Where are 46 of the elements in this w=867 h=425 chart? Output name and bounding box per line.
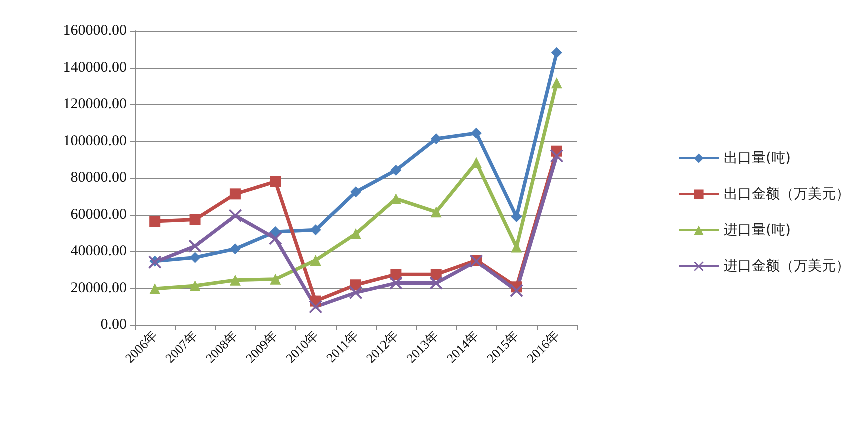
point: [310, 224, 322, 236]
point: [230, 188, 241, 200]
point: [269, 232, 282, 246]
point: [310, 255, 322, 266]
point: [430, 276, 443, 290]
point: [550, 150, 564, 163]
y-tick-label: 60000.00: [70, 206, 127, 223]
point: [350, 286, 362, 300]
point: [188, 240, 202, 253]
y-tick-label: 100000.00: [63, 133, 127, 150]
point: [471, 157, 482, 168]
y-tick-label: 120000.00: [63, 96, 127, 112]
point: [471, 128, 482, 139]
point: [430, 269, 442, 280]
legend-label: 出口金额（万美元）: [724, 186, 850, 202]
point: [430, 134, 442, 145]
x-tick-label: 2011年: [323, 328, 362, 366]
point: [228, 209, 242, 222]
point: [430, 206, 442, 218]
point: [551, 78, 562, 89]
point: [350, 228, 362, 240]
point: [270, 274, 282, 285]
point: [510, 284, 524, 298]
legend-label: 出口量(吨): [724, 150, 791, 166]
y-tick-label: 0.00: [100, 317, 127, 333]
point: [150, 283, 161, 294]
y-tick-label: 140000.00: [63, 60, 127, 76]
point: [150, 216, 161, 228]
y-tick-label: 80000.00: [70, 170, 127, 186]
point: [230, 244, 241, 255]
point: [309, 300, 322, 314]
legend-label: 进口量(吨): [724, 222, 791, 238]
point: [190, 214, 201, 226]
point: [230, 274, 241, 286]
point: [190, 252, 201, 264]
y-tick-label: 20000.00: [70, 280, 127, 296]
point: [390, 164, 402, 176]
y-tick-label: 40000.00: [70, 244, 127, 260]
point: [270, 176, 282, 188]
point: [190, 280, 201, 292]
point: [390, 276, 403, 290]
y-tick-label: 160000.00: [63, 23, 127, 39]
point: [551, 47, 562, 58]
point: [390, 269, 402, 280]
point: [350, 186, 362, 198]
legend-label: 进口金额（万美元）: [724, 258, 850, 274]
